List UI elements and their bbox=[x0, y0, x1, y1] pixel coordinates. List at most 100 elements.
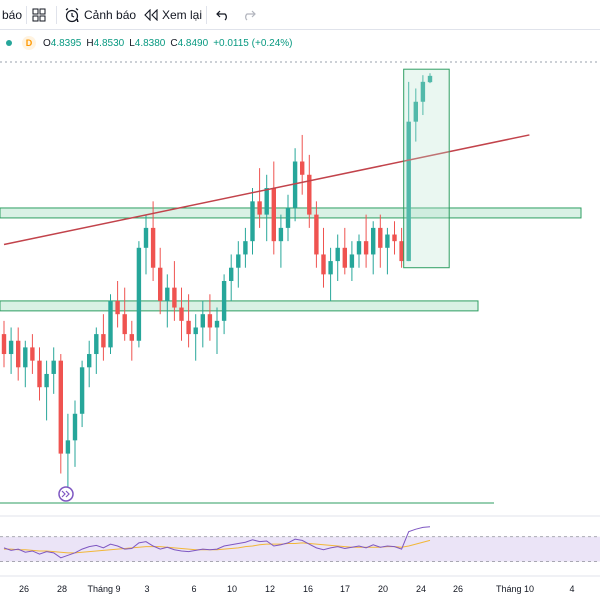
candle bbox=[108, 294, 113, 355]
candle-body bbox=[108, 300, 113, 348]
toolbar-divider bbox=[26, 6, 27, 24]
candle bbox=[129, 320, 134, 361]
time-axis-label: 26 bbox=[453, 584, 463, 594]
candle bbox=[335, 234, 340, 281]
candle bbox=[214, 307, 220, 355]
candle bbox=[165, 274, 170, 328]
high-label: H bbox=[86, 37, 94, 49]
toolbar-partial-label: báo bbox=[2, 8, 23, 22]
candle-body bbox=[342, 247, 347, 268]
candle-body bbox=[44, 373, 49, 388]
candle-body bbox=[51, 360, 56, 374]
rewind-icon bbox=[144, 9, 158, 21]
undo-icon bbox=[216, 9, 230, 21]
candle-body bbox=[314, 214, 319, 255]
close-value: 4.8490 bbox=[177, 37, 209, 49]
candle bbox=[356, 234, 362, 268]
candle-body bbox=[158, 267, 163, 301]
candle bbox=[229, 254, 234, 301]
candle bbox=[16, 327, 21, 381]
undo-button[interactable] bbox=[216, 0, 230, 30]
candle-body bbox=[229, 267, 234, 281]
open-value: 4.8395 bbox=[50, 37, 82, 49]
scroll-to-realtime-icon[interactable] bbox=[58, 486, 74, 502]
candle-body bbox=[321, 254, 326, 275]
status-dot-icon bbox=[6, 40, 12, 46]
candle bbox=[87, 340, 92, 388]
candle bbox=[221, 274, 227, 335]
candle-body bbox=[285, 207, 291, 228]
change-value: +0.0115 (+0.24%) bbox=[213, 37, 293, 49]
candle bbox=[420, 75, 426, 116]
time-axis-label: 16 bbox=[303, 584, 313, 594]
candle bbox=[51, 347, 56, 394]
candle bbox=[321, 227, 326, 288]
candle bbox=[392, 221, 397, 255]
candle-body bbox=[335, 247, 340, 262]
replay-label: Xem lại bbox=[162, 8, 203, 22]
candle-body bbox=[115, 300, 120, 315]
candle-body bbox=[378, 227, 383, 248]
high-value: 4.8530 bbox=[93, 37, 125, 49]
candle bbox=[200, 300, 205, 348]
candle-body bbox=[271, 188, 276, 242]
candle bbox=[136, 241, 142, 348]
candle bbox=[278, 214, 284, 268]
candle-body bbox=[236, 254, 241, 268]
layout-button[interactable] bbox=[32, 0, 46, 30]
candle-body bbox=[16, 340, 21, 368]
candle bbox=[378, 214, 383, 268]
candle-body bbox=[193, 327, 198, 335]
replay-button[interactable]: Xem lại bbox=[144, 0, 202, 30]
candle-body bbox=[264, 188, 269, 215]
time-axis-label: Tháng 10 bbox=[496, 584, 534, 594]
candle bbox=[236, 241, 241, 288]
candle-body bbox=[328, 261, 333, 275]
candle bbox=[285, 194, 291, 242]
candle bbox=[307, 154, 312, 228]
candle bbox=[94, 327, 99, 374]
time-axis-label: 6 bbox=[191, 584, 196, 594]
candle-body bbox=[101, 334, 106, 348]
candle-body bbox=[427, 75, 433, 83]
candle bbox=[257, 168, 262, 228]
redo-button[interactable] bbox=[242, 0, 256, 30]
candle-body bbox=[243, 241, 248, 255]
candle-body bbox=[150, 227, 156, 268]
alarm-clock-icon bbox=[64, 7, 80, 23]
ohlc-legend: O 4.8395 H 4.8530 L 4.8380 C 4.8490 +0.0115 … bbox=[38, 34, 293, 52]
time-axis-label: 28 bbox=[57, 584, 67, 594]
candle bbox=[1, 320, 7, 368]
candle-body bbox=[250, 201, 255, 242]
candle bbox=[23, 340, 28, 388]
candle-body bbox=[8, 340, 14, 355]
candle bbox=[243, 227, 248, 268]
time-axis-label: 24 bbox=[416, 584, 426, 594]
candle bbox=[363, 214, 369, 268]
candle bbox=[101, 314, 106, 361]
time-axis[interactable]: 26 28 Tháng 9 3 6 10 12 16 17 20 24 26 Tháng 10 4 bbox=[19, 584, 575, 594]
candle-body bbox=[30, 347, 35, 361]
candle bbox=[193, 314, 198, 361]
candle bbox=[427, 73, 433, 84]
candle-body bbox=[413, 101, 418, 122]
candle-body bbox=[257, 201, 262, 215]
candle bbox=[122, 287, 127, 341]
candle bbox=[179, 287, 184, 341]
candle bbox=[300, 134, 305, 195]
alert-button[interactable]: Cảnh báo bbox=[64, 0, 136, 30]
candle bbox=[314, 201, 319, 268]
candle-body bbox=[79, 367, 85, 414]
candle-body bbox=[221, 281, 227, 321]
candle-body bbox=[307, 174, 312, 215]
time-axis-label: 10 bbox=[227, 584, 237, 594]
candle bbox=[115, 281, 120, 328]
redo-icon bbox=[242, 9, 256, 21]
candle-body bbox=[58, 360, 63, 454]
candle-body bbox=[94, 334, 99, 355]
horizontal-zone bbox=[0, 207, 582, 219]
rsi-ma-line bbox=[4, 539, 431, 554]
toolbar-item-partial[interactable]: báo bbox=[2, 0, 22, 30]
candle-body bbox=[278, 227, 284, 242]
